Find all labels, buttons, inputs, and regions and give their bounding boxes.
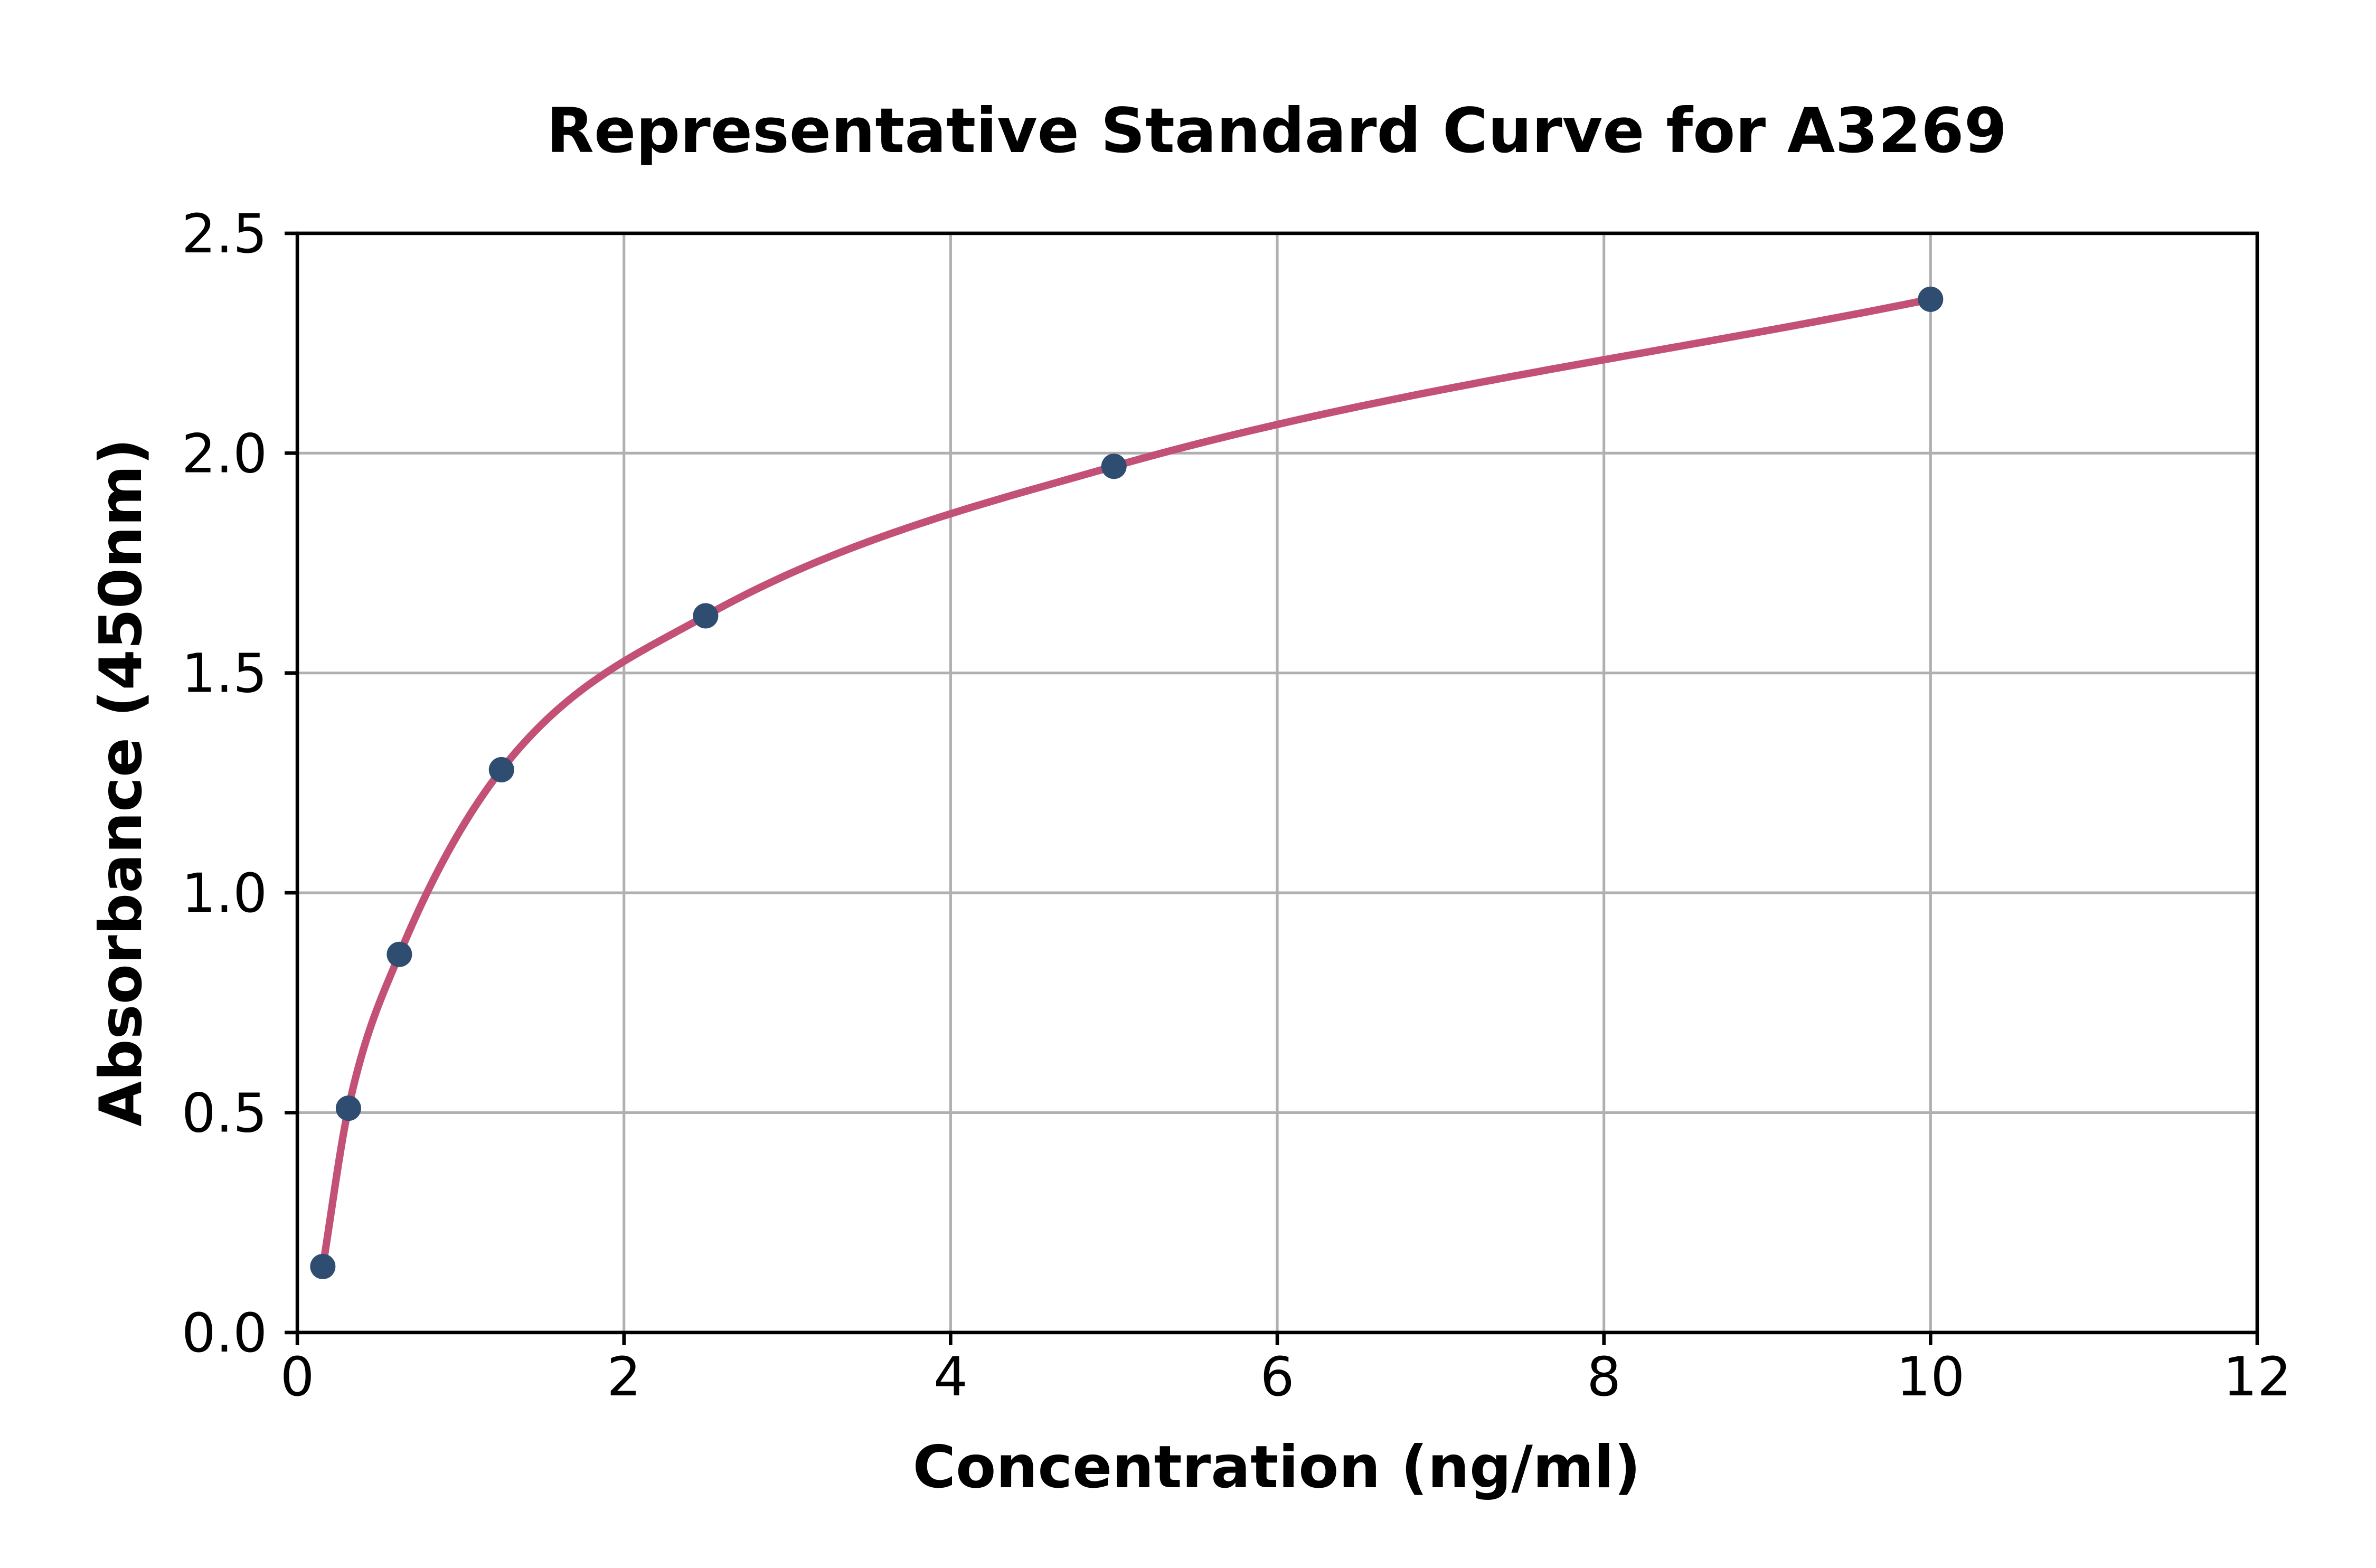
plot-area [310, 286, 1944, 1279]
chart-title: Representative Standard Curve for A3269 [546, 95, 2007, 167]
data-point-marker [386, 941, 412, 967]
x-tick-label: 8 [1587, 1346, 1621, 1409]
axes-and-ticks [285, 231, 2259, 1345]
data-point-marker [693, 603, 719, 629]
data-point-marker [488, 757, 514, 782]
y-tick-label: 1.5 [182, 643, 267, 705]
y-tick-label: 0.5 [182, 1082, 267, 1145]
x-axis-label: Concentration (ng/ml) [913, 1433, 1641, 1501]
y-tick-label: 0.0 [182, 1302, 267, 1365]
x-tick-label: 12 [2223, 1346, 2292, 1409]
y-tick-label: 2.0 [182, 422, 267, 485]
data-point-marker [335, 1095, 361, 1121]
y-tick-label: 2.5 [182, 203, 267, 266]
data-point-marker [1101, 454, 1127, 479]
x-tick-label: 10 [1896, 1346, 1965, 1409]
data-point-marker [310, 1253, 336, 1279]
x-tick-label: 0 [280, 1346, 315, 1409]
x-tick-label: 6 [1260, 1346, 1295, 1409]
x-tick-label: 2 [607, 1346, 641, 1409]
y-axis-label: Absorbance (450nm) [87, 438, 155, 1126]
x-tick-label: 4 [934, 1346, 968, 1409]
gridlines [297, 233, 2257, 1333]
y-tick-labels: 0.0 0.5 1.0 1.5 2.0 2.5 [182, 203, 267, 1365]
y-tick-label: 1.0 [182, 862, 267, 925]
data-point-marker [1918, 286, 1944, 312]
x-tick-labels: 0 2 4 6 8 10 12 [280, 1346, 2292, 1409]
